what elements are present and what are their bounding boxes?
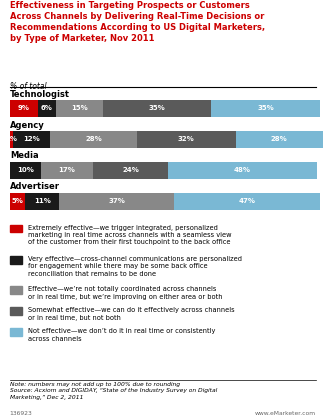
- Bar: [38, 100, 56, 117]
- Bar: [25, 193, 59, 210]
- Text: 24%: 24%: [122, 167, 139, 173]
- Text: 35%: 35%: [257, 105, 274, 111]
- Text: 136923: 136923: [10, 411, 33, 416]
- Bar: [137, 131, 236, 148]
- Bar: [59, 193, 174, 210]
- Text: 37%: 37%: [108, 198, 125, 204]
- Bar: [50, 131, 137, 148]
- Bar: [10, 193, 25, 210]
- Bar: [236, 131, 323, 148]
- Bar: [94, 162, 168, 179]
- Text: Not effective—we don’t do it in real time or consistently
across channels: Not effective—we don’t do it in real tim…: [28, 328, 215, 342]
- Bar: [211, 100, 319, 117]
- Text: 28%: 28%: [85, 136, 102, 142]
- Bar: [41, 162, 94, 179]
- Text: Effectiveness in Targeting Prospects or Customers
Across Channels by Delivering : Effectiveness in Targeting Prospects or …: [10, 1, 265, 43]
- Text: Agency: Agency: [10, 121, 45, 129]
- Bar: [10, 162, 41, 179]
- Text: 6%: 6%: [41, 105, 53, 111]
- Text: 10%: 10%: [17, 167, 34, 173]
- Text: 47%: 47%: [238, 198, 255, 204]
- Bar: [10, 131, 13, 148]
- Text: 9%: 9%: [18, 105, 30, 111]
- Bar: [103, 100, 211, 117]
- Text: Very effective—cross-channel communications are personalized
for engagement whil: Very effective—cross-channel communicati…: [28, 256, 242, 277]
- Text: 35%: 35%: [149, 105, 165, 111]
- Text: 15%: 15%: [71, 105, 88, 111]
- Text: 17%: 17%: [59, 167, 76, 173]
- Text: Advertiser: Advertiser: [10, 182, 60, 192]
- Text: % of total: % of total: [10, 82, 46, 91]
- Text: 1%: 1%: [5, 136, 17, 142]
- Text: 12%: 12%: [23, 136, 40, 142]
- Bar: [10, 100, 38, 117]
- Bar: [13, 131, 50, 148]
- Text: Technologist: Technologist: [10, 89, 70, 99]
- Bar: [174, 193, 319, 210]
- Text: 28%: 28%: [271, 136, 288, 142]
- Text: Note: numbers may not add up to 100% due to rounding
Source: Acxiom and DIGIDAY,: Note: numbers may not add up to 100% due…: [10, 382, 217, 399]
- Text: www.eMarketer.com: www.eMarketer.com: [255, 411, 316, 416]
- Text: 48%: 48%: [234, 167, 251, 173]
- Text: 32%: 32%: [178, 136, 195, 142]
- Text: Media: Media: [10, 152, 38, 160]
- Text: 11%: 11%: [34, 198, 51, 204]
- Text: Effective—we’re not totally coordinated across channels
or in real time, but we’: Effective—we’re not totally coordinated …: [28, 286, 222, 300]
- Text: Extremely effective—we trigger integrated, personalized
marketing in real time a: Extremely effective—we trigger integrate…: [28, 225, 231, 245]
- Text: 5%: 5%: [12, 198, 23, 204]
- Text: Somewhat effective—we can do it effectively across channels
or in real time, but: Somewhat effective—we can do it effectiv…: [28, 307, 234, 321]
- Bar: [56, 100, 103, 117]
- Bar: [168, 162, 317, 179]
